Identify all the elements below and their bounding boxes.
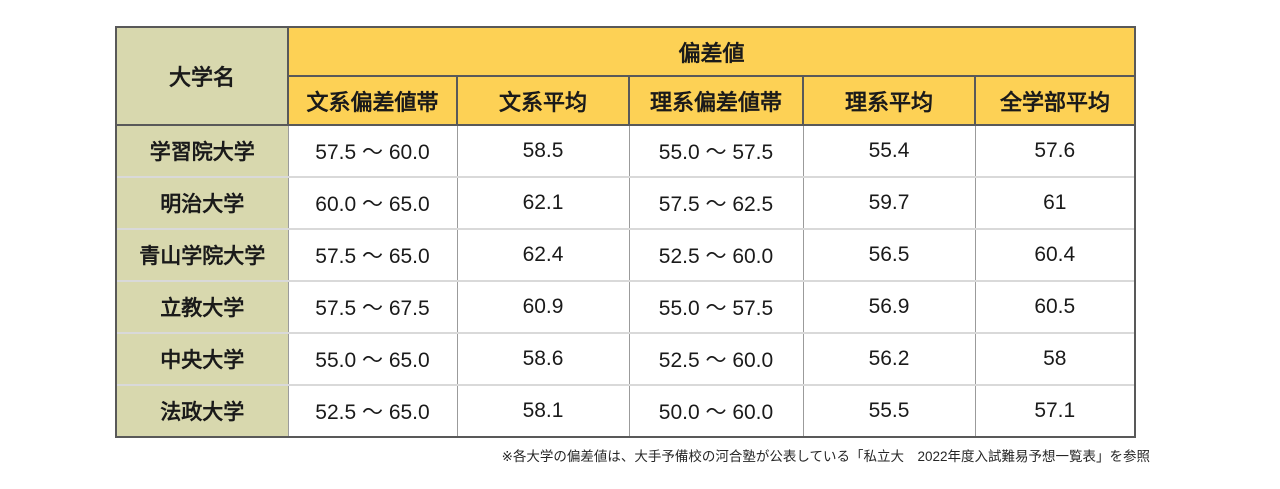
value-cell-rikei-range: 52.5 ～ 60.0 [628, 332, 803, 385]
value-cell-all-avg: 58 [974, 332, 1136, 385]
university-name-cell: 青山学院大学 [115, 228, 289, 281]
value-cell-bunkei-avg: 62.1 [456, 176, 629, 229]
university-name-cell: 明治大学 [115, 176, 289, 229]
value-cell-bunkei-range: 57.5 ～ 60.0 [287, 124, 457, 177]
table-row: 立教大学 57.5 ～ 67.5 60.9 55.0 ～ 57.5 56.9 60.5 [115, 280, 1136, 333]
university-deviation-table: 大学名 偏差値 文系偏差値帯 文系平均 理系偏差値帯 理系平均 全学部平均 学習院大学 5… [115, 26, 1136, 438]
col-header-rikei-range: 理系偏差値帯 [628, 75, 804, 126]
col-header-deviation-group: 偏差値 [287, 26, 1136, 77]
value-cell-rikei-range: 52.5 ～ 60.0 [628, 228, 803, 281]
value-cell-bunkei-range: 52.5 ～ 65.0 [287, 384, 457, 438]
value-cell-bunkei-range: 57.5 ～ 67.5 [287, 280, 457, 333]
table-row: 青山学院大学 57.5 ～ 65.0 62.4 52.5 ～ 60.0 56.5 60.4 [115, 228, 1136, 281]
university-name-cell: 中央大学 [115, 332, 289, 385]
value-cell-all-avg: 57.6 [974, 124, 1136, 177]
table-row: 学習院大学 57.5 ～ 60.0 58.5 55.0 ～ 57.5 55.4 57.6 [115, 124, 1136, 177]
value-cell-rikei-avg: 59.7 [802, 176, 975, 229]
value-cell-all-avg: 57.1 [974, 384, 1136, 438]
value-cell-rikei-avg: 56.9 [802, 280, 975, 333]
header-row-group: 大学名 偏差値 [115, 26, 1136, 126]
value-cell-bunkei-avg: 58.6 [456, 332, 629, 385]
university-name-cell: 立教大学 [115, 280, 289, 333]
table-row: 法政大学 52.5 ～ 65.0 58.1 50.0 ～ 60.0 55.5 57.1 [115, 384, 1136, 438]
value-cell-all-avg: 61 [974, 176, 1136, 229]
value-cell-rikei-range: 55.0 ～ 57.5 [628, 280, 803, 333]
university-name-cell: 学習院大学 [115, 124, 289, 177]
university-name-cell: 法政大学 [115, 384, 289, 438]
col-header-all-avg: 全学部平均 [974, 75, 1136, 126]
value-cell-bunkei-range: 55.0 ～ 65.0 [287, 332, 457, 385]
value-cell-rikei-range: 50.0 ～ 60.0 [628, 384, 803, 438]
value-cell-rikei-avg: 56.2 [802, 332, 975, 385]
col-header-university-name: 大学名 [115, 26, 289, 126]
value-cell-rikei-avg: 55.5 [802, 384, 975, 438]
value-cell-rikei-avg: 56.5 [802, 228, 975, 281]
value-cell-bunkei-avg: 62.4 [456, 228, 629, 281]
source-footnote: ※各大学の偏差値は、大手予備校の河合塾が公表している「私立大 2022年度入試難… [501, 449, 1150, 464]
value-cell-bunkei-range: 60.0 ～ 65.0 [287, 176, 457, 229]
table-row: 明治大学 60.0 ～ 65.0 62.1 57.5 ～ 62.5 59.7 61 [115, 176, 1136, 229]
table-row: 中央大学 55.0 ～ 65.0 58.6 52.5 ～ 60.0 56.2 58 [115, 332, 1136, 385]
col-header-rikei-avg: 理系平均 [802, 75, 976, 126]
value-cell-rikei-avg: 55.4 [802, 124, 975, 177]
value-cell-all-avg: 60.5 [974, 280, 1136, 333]
value-cell-rikei-range: 55.0 ～ 57.5 [628, 124, 803, 177]
value-cell-bunkei-avg: 58.1 [456, 384, 629, 438]
col-header-bunkei-range: 文系偏差値帯 [287, 75, 458, 126]
value-cell-bunkei-range: 57.5 ～ 65.0 [287, 228, 457, 281]
value-cell-all-avg: 60.4 [974, 228, 1136, 281]
table-body: 学習院大学 57.5 ～ 60.0 58.5 55.0 ～ 57.5 55.4 57.6 明… [115, 124, 1136, 438]
header-row-sub: 文系偏差値帯 文系平均 理系偏差値帯 理系平均 全学部平均 [116, 75, 1136, 126]
value-cell-rikei-range: 57.5 ～ 62.5 [628, 176, 803, 229]
value-cell-bunkei-avg: 58.5 [456, 124, 629, 177]
table-header: 大学名 偏差値 文系偏差値帯 文系平均 理系偏差値帯 理系平均 全学部平均 [115, 26, 1136, 126]
col-header-bunkei-avg: 文系平均 [456, 75, 630, 126]
value-cell-bunkei-avg: 60.9 [456, 280, 629, 333]
